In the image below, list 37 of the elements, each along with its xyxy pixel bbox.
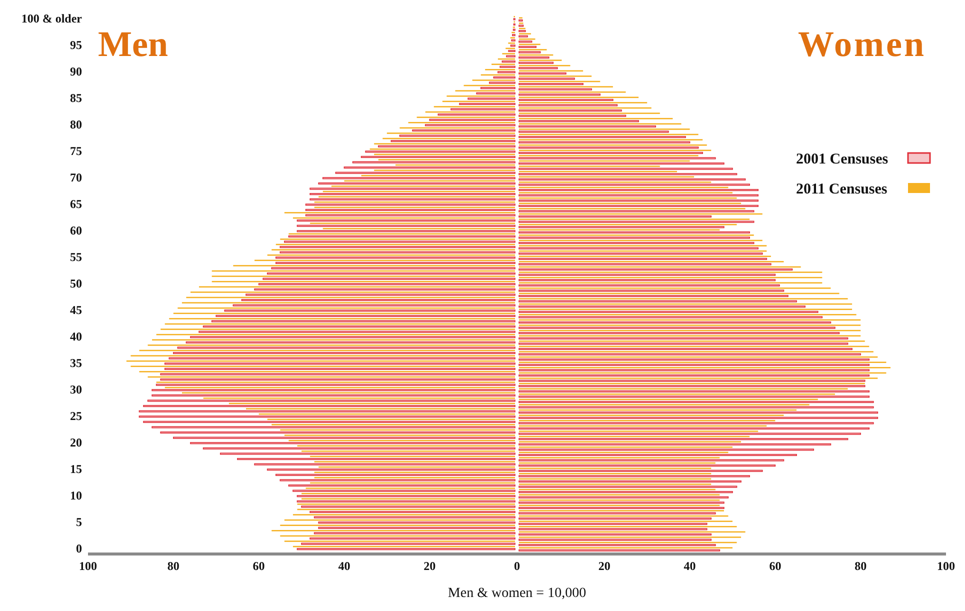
y-tick-label: 15	[70, 462, 82, 476]
y-tick-label: 10	[70, 488, 82, 503]
y-tick-label: 80	[70, 118, 82, 132]
y-tick-label: 0	[76, 542, 82, 556]
y-tick-label: 60	[70, 224, 82, 238]
y-tick-label: 65	[70, 197, 82, 212]
x-tick-label: 100	[79, 559, 97, 573]
y-tick-label: 90	[70, 64, 82, 79]
x-tick-label: 20	[424, 559, 436, 573]
x-tick-label: 0	[514, 559, 520, 573]
y-tick-label: 75	[70, 144, 82, 158]
x-tick-label: 80	[854, 559, 867, 573]
x-tick-label: 60	[252, 559, 265, 573]
y-tick-label: 5	[76, 515, 82, 530]
annotation: Women	[798, 24, 926, 64]
y-tick-label: 35	[70, 356, 82, 370]
y-tick-label: 20	[70, 436, 82, 450]
x-tick-label: 40	[684, 559, 696, 573]
legend-label: 2001 Censuses	[796, 151, 888, 168]
y-tick-label: 70	[70, 170, 82, 185]
y-tick-label: 100 & older	[21, 12, 83, 26]
y-tick-label: 40	[70, 330, 82, 344]
annotation: Men	[98, 24, 168, 64]
x-tick-label: 40	[338, 559, 350, 573]
y-tick-label: 55	[70, 250, 82, 264]
y-tick-label: 50	[70, 276, 82, 291]
y-tick-label: 85	[70, 91, 82, 106]
x-tick-label: 60	[769, 559, 782, 573]
y-tick-label: 95	[70, 38, 82, 52]
y-tick-label: 45	[70, 303, 82, 318]
x-tick-label: 80	[167, 559, 180, 573]
x-tick-label: 20	[598, 559, 610, 573]
y-tick-label: 30	[70, 382, 82, 397]
legend-label: 2011 Censuses	[796, 181, 888, 198]
x-tick-label: 100	[937, 559, 955, 573]
y-tick-label: 25	[70, 409, 82, 424]
x-axis-title: Men & women = 10,000	[448, 586, 586, 601]
